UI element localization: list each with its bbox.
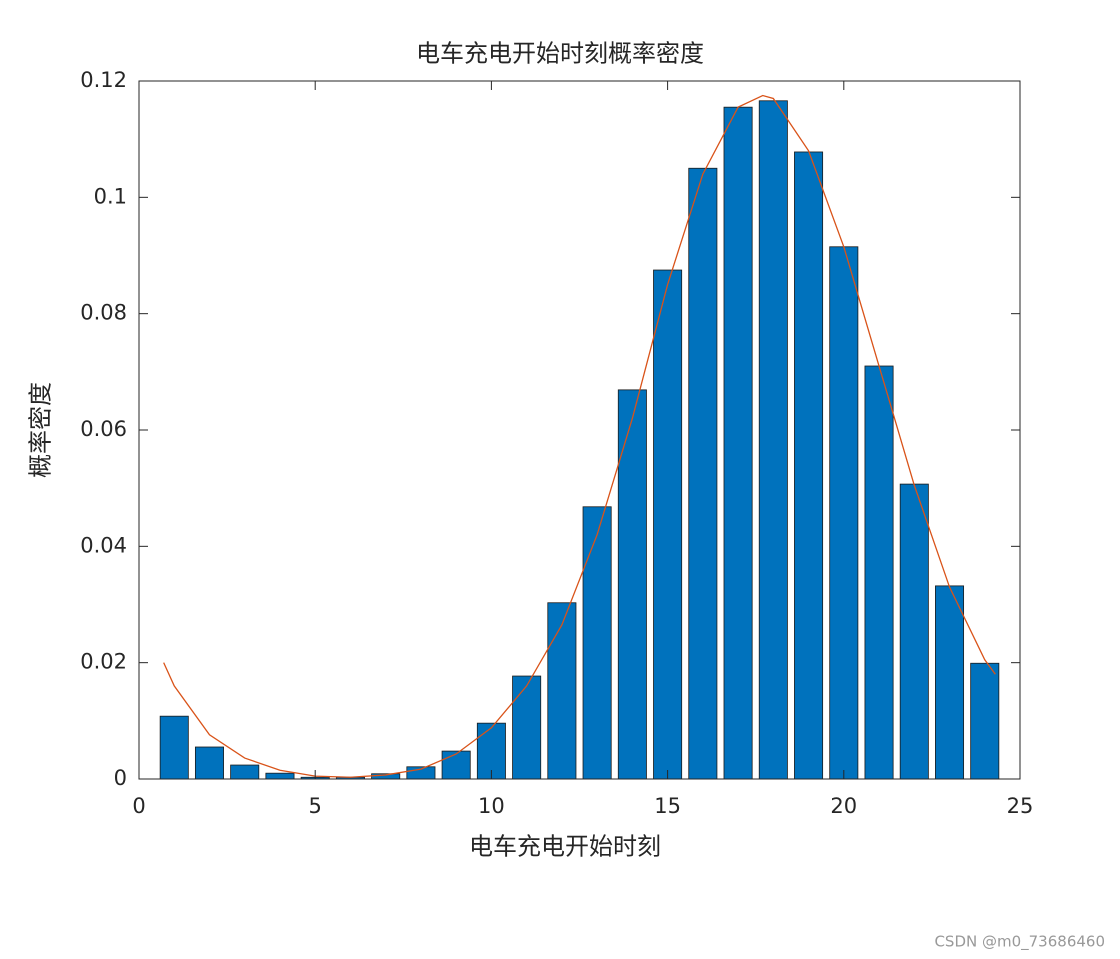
bar <box>864 365 894 780</box>
bar <box>265 772 295 780</box>
bar <box>582 506 612 780</box>
bar <box>899 483 929 780</box>
x-tick-label: 15 <box>654 794 681 818</box>
y-axis-label: 概率密度 <box>27 382 55 478</box>
bar <box>441 750 471 780</box>
x-tick-label: 10 <box>478 794 505 818</box>
bar <box>829 246 859 780</box>
bar <box>159 715 189 780</box>
x-tick-label: 5 <box>309 794 322 818</box>
bar <box>970 662 1000 780</box>
bar <box>723 106 753 780</box>
bar <box>617 389 647 780</box>
bar <box>935 585 965 780</box>
x-axis-label: 电车充电开始时刻 <box>469 833 661 861</box>
bar <box>230 764 260 780</box>
y-tick-label: 0.1 <box>94 184 127 208</box>
fit-curve <box>163 94 996 778</box>
bar <box>512 675 542 780</box>
bar <box>758 100 788 780</box>
y-tick-label: 0.04 <box>80 533 127 557</box>
x-tick-label: 25 <box>1007 794 1034 818</box>
bar <box>794 151 824 780</box>
x-tick-label: 0 <box>132 794 145 818</box>
watermark: CSDN @m0_73686460 <box>934 933 1105 952</box>
bar <box>688 167 718 780</box>
chart-title: 电车充电开始时刻概率密度 <box>416 40 704 68</box>
y-tick-label: 0.02 <box>80 650 127 674</box>
x-tick-label: 20 <box>830 794 857 818</box>
y-tick-label: 0.12 <box>80 68 127 92</box>
y-tick-label: 0 <box>114 766 127 790</box>
y-tick-label: 0.06 <box>80 417 127 441</box>
bar <box>653 269 683 780</box>
bar <box>194 746 224 780</box>
bar <box>547 602 577 780</box>
y-tick-label: 0.08 <box>80 301 127 325</box>
bar <box>476 722 506 780</box>
